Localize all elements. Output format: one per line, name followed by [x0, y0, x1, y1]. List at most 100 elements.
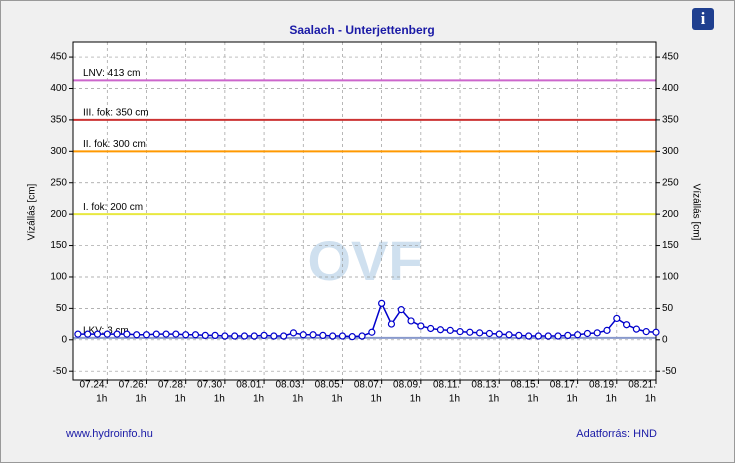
data-point [632, 325, 641, 333]
y-tick-label: -50 [53, 366, 68, 377]
info-icon[interactable]: i [701, 9, 706, 28]
x-tick-time: 1h [566, 394, 577, 405]
y2-tick-label: 150 [662, 240, 679, 251]
data-point [515, 331, 523, 339]
data-point [407, 317, 415, 325]
data-point [191, 331, 200, 339]
data-point [260, 331, 268, 339]
data-point [397, 306, 405, 314]
data-point [162, 330, 170, 338]
data-point [280, 332, 288, 340]
data-point [358, 332, 366, 340]
data-point [495, 330, 503, 338]
x-tick-time: 1h [449, 394, 460, 405]
x-tick-label: 08.11. [433, 380, 460, 391]
data-point [525, 332, 533, 340]
data-point [182, 331, 190, 339]
y-tick-label: 200 [50, 209, 67, 220]
plot-area [73, 42, 656, 380]
data-point [603, 326, 611, 334]
data-point [348, 333, 356, 341]
data-point [270, 332, 278, 340]
y-axis-label: Vízállás [cm] [27, 183, 38, 240]
x-tick-label: 08.05. [315, 380, 343, 391]
data-point [338, 332, 347, 340]
x-tick-label: 08.07. [354, 380, 382, 391]
x-tick-label: 08.13. [471, 380, 499, 391]
x-tick-time: 1h [292, 394, 303, 405]
data-point [554, 332, 562, 340]
x-tick-label: 08.19. [589, 380, 617, 391]
x-tick-time: 1h [96, 394, 107, 405]
x-tick-time: 1h [606, 394, 617, 405]
x-tick-label: 07.26. [119, 380, 147, 391]
x-tick-label: 07.30. [197, 380, 225, 391]
data-point [299, 331, 307, 339]
data-point [534, 332, 543, 340]
data-point [172, 330, 180, 338]
x-tick-time: 1h [175, 394, 186, 405]
y-tick-label: 150 [50, 240, 67, 251]
y2-tick-label: 400 [662, 83, 679, 94]
data-point [329, 332, 337, 340]
y2-tick-label: 200 [662, 209, 679, 220]
x-tick-time: 1h [410, 394, 421, 405]
y-tick-label: 50 [56, 303, 68, 314]
x-tick-time: 1h [371, 394, 382, 405]
x-tick-label: 08.01. [236, 380, 264, 391]
x-tick-label: 08.15. [511, 380, 539, 391]
threshold-label: III. fok: 350 cm [83, 108, 149, 119]
x-tick-time: 1h [527, 394, 538, 405]
data-point [387, 320, 396, 328]
data-point [574, 331, 582, 339]
data-point [142, 331, 151, 339]
data-point [652, 328, 660, 336]
y-tick-label: 0 [61, 334, 67, 345]
data-point [211, 331, 219, 339]
plot-frame [72, 41, 657, 381]
y-tick-label: 350 [50, 115, 67, 126]
data-point [485, 329, 494, 338]
x-tick-label: 08.03. [275, 380, 303, 391]
data-point [427, 324, 435, 333]
watermark: OVF [307, 229, 422, 292]
data-point [593, 329, 601, 337]
y-tick-label: 450 [50, 52, 67, 63]
data-point [456, 328, 464, 336]
data-point [417, 322, 425, 330]
x-tick-time: 1h [331, 394, 342, 405]
y2-tick-label: 50 [662, 303, 674, 314]
x-tick-label: 08.17. [550, 380, 578, 391]
y2-tick-label: 250 [662, 177, 679, 188]
info-button[interactable] [692, 8, 714, 30]
data-point [221, 332, 229, 340]
threshold-label: II. fok: 300 cm [83, 139, 146, 150]
y2-tick-label: 450 [662, 52, 679, 63]
y-tick-label: 300 [50, 146, 67, 157]
threshold-label: I. fok: 200 cm [83, 202, 143, 213]
data-point [231, 332, 239, 340]
data-point [436, 326, 445, 334]
data-point [93, 330, 102, 338]
data-point [103, 330, 111, 338]
data-point [250, 332, 258, 340]
data-point [564, 331, 572, 339]
data-point [240, 332, 249, 340]
data-point [84, 330, 92, 338]
data-point [642, 328, 650, 336]
y2-tick-label: 300 [662, 146, 679, 157]
chart-title: Saalach - Unterjettenberg [289, 23, 434, 37]
footer-link[interactable]: www.hydroinfo.hu [65, 428, 153, 440]
data-point [623, 321, 631, 329]
data-point [476, 329, 484, 337]
x-tick-label: 08.21. [628, 380, 656, 391]
x-tick-time: 1h [488, 394, 499, 405]
y2-tick-label: -50 [662, 366, 677, 377]
data-point [309, 331, 317, 339]
x-tick-label: 07.28. [158, 380, 186, 391]
footer-source: Adatforrás: HND [576, 428, 657, 440]
y2-tick-label: 350 [662, 115, 679, 126]
data-point [319, 331, 327, 339]
data-point [74, 330, 82, 338]
